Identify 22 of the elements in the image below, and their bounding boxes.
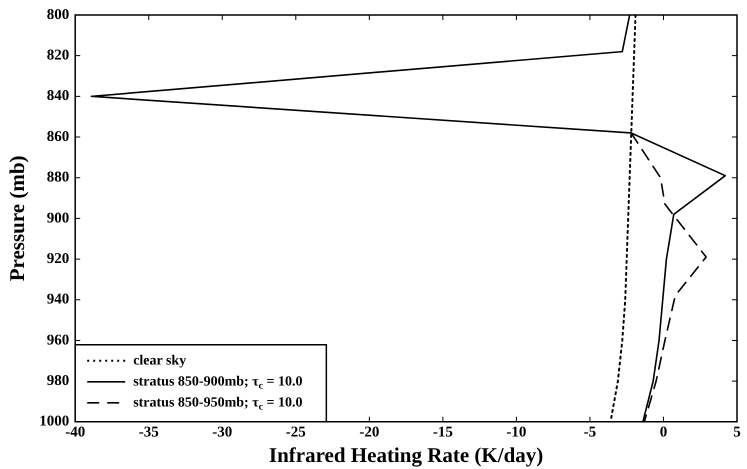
y-tick-label: 900 [46, 210, 70, 226]
legend-label: clear sky [133, 353, 186, 368]
x-axis-title: Infrared Heating Rate (K/day) [268, 442, 544, 467]
x-tick-label: -25 [286, 424, 306, 441]
y-tick-label: 980 [46, 372, 70, 389]
x-tick-label: -20 [359, 424, 380, 441]
y-tick-label: 940 [46, 292, 70, 308]
x-tick-label: 5 [733, 424, 741, 441]
x-tick-label: -15 [432, 424, 453, 441]
x-tick-label: -5 [584, 424, 596, 441]
x-tick-label: 0 [660, 424, 668, 441]
y-tick-label: 880 [46, 170, 70, 186]
y-tick-label: 860 [46, 128, 70, 145]
y-tick-label: 920 [46, 250, 70, 267]
x-tick-label: -10 [506, 424, 526, 441]
y-tick-label: 800 [46, 6, 70, 23]
y-tick-label: 820 [46, 48, 70, 64]
y-tick-label: 840 [46, 88, 70, 104]
x-tick-label: -35 [138, 424, 159, 441]
x-tick-label: -30 [212, 424, 232, 441]
y-tick-label: 960 [46, 332, 70, 348]
y-axis-title: Pressure (mb) [5, 156, 30, 282]
